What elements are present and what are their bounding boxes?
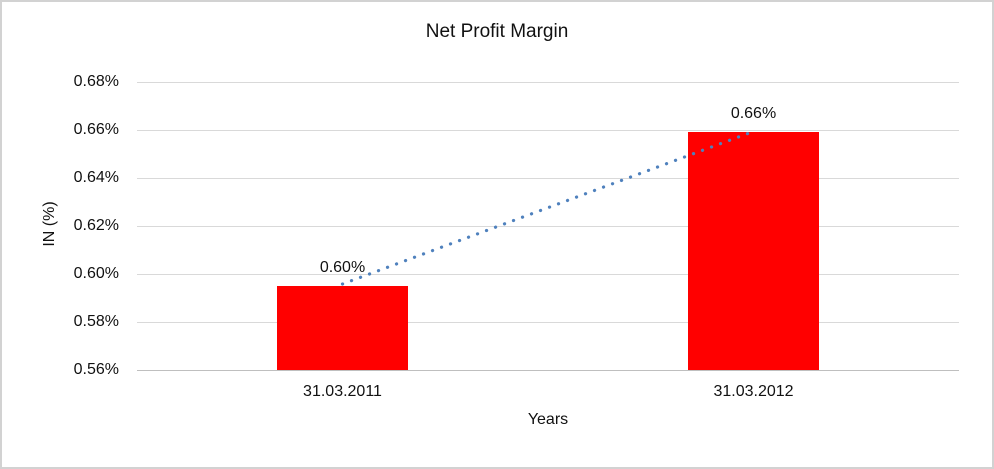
gridline [137,322,959,323]
bar-data-label: 0.60% [319,259,366,276]
bar-data-label: 0.66% [730,105,777,123]
gridline [137,274,959,275]
y-tick-label: 0.58% [73,313,119,330]
x-axis-title: Years [527,411,569,428]
trendline-layer [340,129,756,286]
y-tick-label: 0.68% [73,73,119,90]
y-tick-label: 0.66% [73,121,119,138]
x-axis-line [137,370,959,371]
bar-31.03.2011 [277,286,408,370]
gridline [137,178,959,179]
x-tick-label: 31.03.2011 [303,383,382,400]
plot-area: 0.60% 0.66% [137,82,959,371]
trendline [340,129,756,286]
y-tick-label: 0.56% [73,361,119,378]
gridline [137,82,959,83]
gridline [137,226,959,227]
bar-31.03.2012 [688,132,819,370]
y-tick-label: 0.64% [73,169,119,186]
x-tick-label: 31.03.2012 [713,383,794,400]
y-tick-label: 0.62% [73,217,119,234]
chart-title: Net Profit Margin [425,21,569,42]
y-tick-label: 0.60% [73,265,119,282]
gridline [137,130,959,131]
